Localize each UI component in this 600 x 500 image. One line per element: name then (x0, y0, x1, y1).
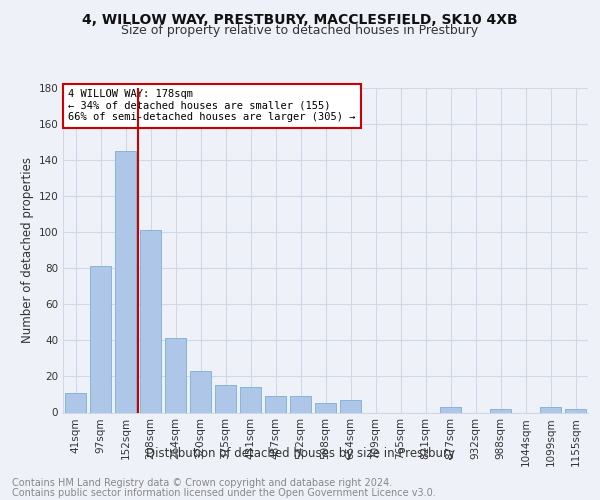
Bar (315, 404, 336, 412)
Bar (190, 371, 211, 412)
Text: 4, WILLOW WAY, PRESTBURY, MACCLESFIELD, SK10 4XB: 4, WILLOW WAY, PRESTBURY, MACCLESFIELD, … (82, 12, 518, 26)
Text: Distribution of detached houses by size in Prestbury: Distribution of detached houses by size … (146, 448, 455, 460)
Bar (215, 386, 236, 412)
Text: Size of property relative to detached houses in Prestbury: Size of property relative to detached ho… (121, 24, 479, 37)
Text: 4 WILLOW WAY: 178sqm
← 34% of detached houses are smaller (155)
66% of semi-deta: 4 WILLOW WAY: 178sqm ← 34% of detached h… (68, 89, 356, 122)
Bar (440, 407, 461, 412)
Bar (290, 396, 311, 412)
Text: Contains public sector information licensed under the Open Government Licence v3: Contains public sector information licen… (12, 488, 436, 498)
Bar (490, 409, 511, 412)
Y-axis label: Number of detached properties: Number of detached properties (21, 157, 34, 343)
Bar (340, 400, 361, 412)
Bar (65, 392, 86, 412)
Bar (265, 396, 286, 412)
Bar (140, 230, 161, 412)
Bar (90, 266, 111, 412)
Bar (240, 387, 261, 412)
Bar (565, 409, 586, 412)
Text: Contains HM Land Registry data © Crown copyright and database right 2024.: Contains HM Land Registry data © Crown c… (12, 478, 392, 488)
Bar (540, 407, 561, 412)
Bar (115, 150, 136, 412)
Bar (165, 338, 186, 412)
